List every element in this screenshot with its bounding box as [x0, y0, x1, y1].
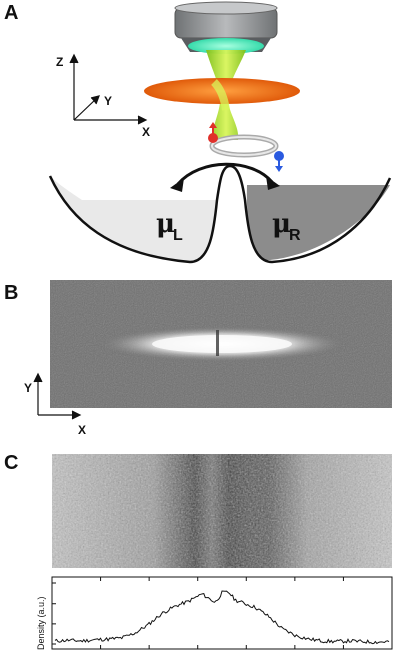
central-barrier-line — [216, 330, 219, 356]
mu-left-subscript: L — [173, 227, 183, 244]
mu-left-symbol: μ — [156, 209, 175, 239]
axis-y-label-b: Y — [24, 381, 32, 395]
xyz-axes — [69, 53, 148, 125]
double-well-potential — [48, 164, 392, 264]
density-plot-y-ticks — [52, 582, 56, 645]
panel-b-letter: B — [4, 282, 19, 304]
axis-z-label: Z — [56, 55, 63, 69]
axis-y-label: Y — [104, 94, 112, 108]
panel-a-letter: A — [4, 2, 19, 24]
objective-lens-icon — [174, 1, 278, 54]
right-reservoir — [246, 185, 390, 261]
axis-x-label-b: X — [78, 423, 86, 437]
density-profile-line — [54, 590, 390, 645]
xy-axes — [33, 372, 82, 420]
left-reservoir — [50, 176, 217, 262]
density-plot-frame — [51, 576, 393, 650]
panel-a: Z Y X μ L μ R — [48, 1, 392, 264]
mu-right-symbol: μ — [272, 209, 291, 239]
transport-arrow-icon — [176, 162, 274, 186]
panel-c-letter: C — [4, 452, 19, 474]
density-plot-x-ticks — [100, 577, 344, 649]
panel-c: Density (a.u.) — [36, 454, 393, 650]
axis-x-label: X — [142, 125, 150, 139]
spin-current-ring-icon — [208, 122, 284, 172]
mu-right-subscript: R — [289, 227, 301, 244]
panel-b: Y X — [24, 280, 392, 437]
density-ylabel: Density (a.u.) — [36, 596, 46, 650]
